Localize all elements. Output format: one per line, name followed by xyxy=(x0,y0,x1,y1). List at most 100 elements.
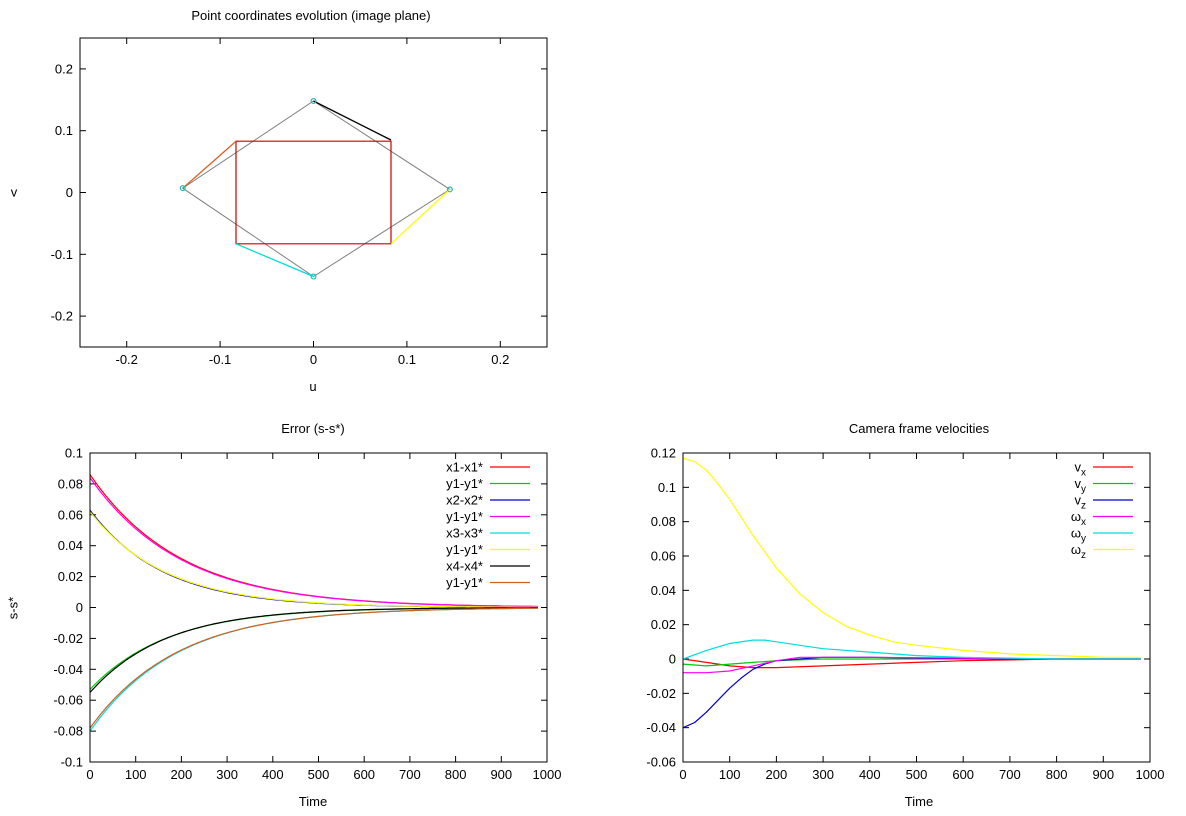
image-plane-ytick-label: 0.2 xyxy=(55,61,73,76)
image-plane-xtick-label: 0 xyxy=(310,352,317,367)
legend-label: x1-x1* xyxy=(446,460,483,475)
error-xtick-label: 800 xyxy=(445,767,467,782)
initial-quad xyxy=(181,100,451,278)
trajectory-1 xyxy=(313,100,392,141)
trajectory-4 xyxy=(182,140,237,189)
legend-label-subscript: x xyxy=(1081,468,1086,479)
error-series-line xyxy=(89,477,538,608)
velocities-xtick-label: 0 xyxy=(679,767,686,782)
trajectory-2 xyxy=(390,188,451,245)
image-plane-ytick-label: 0 xyxy=(66,185,73,200)
error-ytick-label: 0.08 xyxy=(58,476,83,491)
velocity-series-line xyxy=(682,457,1141,658)
error-xtick-label: 300 xyxy=(216,767,238,782)
error-xtick-label: 100 xyxy=(125,767,147,782)
velocities-xtick-label: 200 xyxy=(766,767,788,782)
image-plane-frame xyxy=(79,37,548,348)
error-title: Error (s-s*) xyxy=(281,421,345,436)
velocities-ytick-label: 0.02 xyxy=(651,617,676,632)
image-plane-xtick-label: 0.1 xyxy=(398,352,416,367)
error-ylabel: s-s* xyxy=(5,597,20,619)
image-plane-ytick-label: -0.2 xyxy=(51,309,73,324)
error-ytick-label: 0 xyxy=(76,600,83,615)
legend-label: ωy xyxy=(1071,526,1086,545)
initial-point-marker xyxy=(310,98,317,105)
error-xtick-label: 700 xyxy=(399,767,421,782)
initial-point-marker xyxy=(179,185,186,192)
velocities-xtick-label: 500 xyxy=(906,767,928,782)
legend-label: ωx xyxy=(1071,509,1086,528)
legend-label-symbol: v xyxy=(1075,493,1082,508)
error-ytick-label: -0.06 xyxy=(53,693,83,708)
velocities-ytick-label: 0 xyxy=(669,652,676,667)
legend-label-symbol: ω xyxy=(1071,509,1081,524)
velocities-xtick-label: 1000 xyxy=(1136,767,1165,782)
legend-label-subscript: y xyxy=(1081,484,1086,495)
image-plane-title: Point coordinates evolution (image plane… xyxy=(191,8,430,23)
legend-label-subscript: y xyxy=(1081,534,1086,545)
image-plane-xlabel: u xyxy=(309,379,316,394)
velocities-ytick-label: 0.12 xyxy=(651,446,676,461)
legend-label: y1-y1* xyxy=(446,575,483,590)
velocity-series-line xyxy=(682,658,1141,669)
legend-label-subscript: z xyxy=(1081,550,1086,561)
error-series-line xyxy=(89,607,538,729)
image-plane-xtick-label: 0.2 xyxy=(491,352,509,367)
velocities-ytick-label: 0.06 xyxy=(651,549,676,564)
legend-label-subscript: z xyxy=(1081,501,1086,512)
error-ytick-label: 0.1 xyxy=(65,446,83,461)
velocities-panel: Camera frame velocities Time 0 100 200 300 4… xyxy=(646,421,1164,809)
error-ytick-label: -0.04 xyxy=(53,662,83,677)
legend-label: y1-y1* xyxy=(446,542,483,557)
image-plane-xtick-label: -0.2 xyxy=(115,352,137,367)
velocities-xtick-label: 900 xyxy=(1092,767,1114,782)
legend-label: x3-x3* xyxy=(446,526,483,541)
legend-label: vx xyxy=(1075,460,1087,479)
image-plane-panel: Point coordinates evolution (image plane… xyxy=(11,8,548,394)
image-plane-ytick-label: -0.1 xyxy=(51,247,73,262)
legend-label: vz xyxy=(1075,493,1087,512)
legend-label-symbol: v xyxy=(1075,476,1082,491)
velocities-ytick-label: 0.1 xyxy=(658,480,676,495)
error-ytick-label: 0.06 xyxy=(58,507,83,522)
error-ytick-label: -0.1 xyxy=(61,755,83,770)
initial-point-marker xyxy=(310,273,317,280)
error-series-line xyxy=(89,607,538,732)
error-xtick-label: 600 xyxy=(353,767,375,782)
error-xlabel: Time xyxy=(299,794,327,809)
velocities-ytick-label: 0.08 xyxy=(651,514,676,529)
legend-label-subscript: x xyxy=(1081,517,1086,528)
error-ytick-label: 0.02 xyxy=(58,569,83,584)
legend-label: y1-y1* xyxy=(446,476,483,491)
error-xtick-label: 1000 xyxy=(533,767,562,782)
legend-label-symbol: ω xyxy=(1071,526,1081,541)
legend-label: vy xyxy=(1075,476,1087,495)
legend-label: x4-x4* xyxy=(446,559,483,574)
error-xtick-label: 200 xyxy=(171,767,193,782)
legend-label: x2-x2* xyxy=(446,493,483,508)
error-frame xyxy=(89,452,548,763)
velocities-ytick-label: -0.04 xyxy=(646,720,676,735)
error-xtick-label: 500 xyxy=(308,767,330,782)
image-plane-ytick-label: 0.1 xyxy=(55,123,73,138)
image-plane-ylabel: v xyxy=(11,184,18,199)
error-ytick-label: -0.08 xyxy=(53,724,83,739)
error-ytick-label: -0.02 xyxy=(53,631,83,646)
error-series-line xyxy=(89,607,538,690)
error-series-line xyxy=(89,511,538,608)
legend-label: ωz xyxy=(1071,542,1086,561)
error-panel: Error (s-s*) Time s-s* 0 100 200 300 400 500 6… xyxy=(5,421,561,809)
trajectory-3 xyxy=(235,243,314,278)
velocities-xtick-label: 100 xyxy=(719,767,741,782)
error-xtick-label: 400 xyxy=(262,767,284,782)
velocity-series-line xyxy=(682,639,1141,660)
velocities-xtick-label: 600 xyxy=(952,767,974,782)
velocities-ytick-label: -0.02 xyxy=(646,686,676,701)
velocities-title: Camera frame velocities xyxy=(849,421,990,436)
error-series-line xyxy=(89,607,538,693)
error-ytick-label: 0.04 xyxy=(58,538,83,553)
velocities-xtick-label: 300 xyxy=(812,767,834,782)
image-plane-xtick-label: -0.1 xyxy=(209,352,231,367)
velocities-xtick-label: 800 xyxy=(1046,767,1068,782)
